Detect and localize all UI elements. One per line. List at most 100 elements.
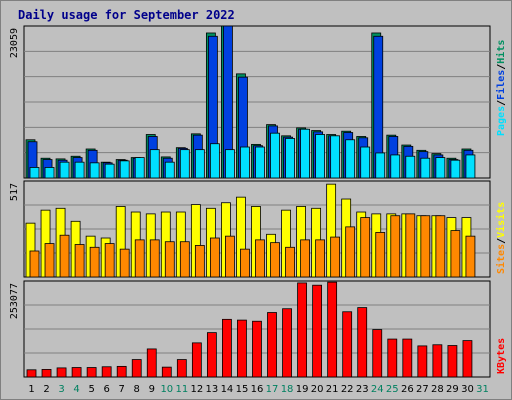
bar-pages [360,146,371,179]
legend-visits-sites: Sites/Visits [495,202,507,274]
bar-pages [285,138,295,179]
legend-kbytes: KBytes [496,338,507,374]
bar-pages [375,152,386,179]
bar-pages [134,157,145,179]
bar-pages [255,146,265,179]
day-label: 16 [251,384,264,395]
bar-sites [375,232,386,278]
legend-item: / [496,64,507,70]
legend-item: / [496,238,507,244]
bar-sites [435,215,446,278]
bar-kbytes [161,366,172,378]
bar-kbytes [447,345,458,378]
day-label: 3 [58,384,64,395]
bar-kbytes [327,281,338,378]
bar-kbytes [462,340,473,378]
day-label: 19 [296,384,309,395]
bar-pages [330,135,341,179]
bar-sites [74,244,85,278]
day-label: 1 [28,384,34,395]
legend-item: / [496,100,507,106]
bar-sites [255,239,265,278]
day-label: 22 [341,384,354,395]
bar-sites [225,235,235,278]
bar-sites [300,239,310,278]
day-label: 9 [149,384,155,395]
bar-sites [330,236,341,278]
bar-kbytes [282,308,292,378]
bar-pages [300,128,310,179]
bar-kbytes [432,344,443,378]
bar-sites [390,215,401,278]
bar-kbytes [252,320,262,378]
day-label: 4 [73,384,79,395]
day-label: 20 [311,384,324,395]
day-label: 5 [88,384,94,395]
bar-sites [360,217,371,278]
bar-kbytes [206,332,217,378]
chart-title: Daily usage for September 2022 [18,8,235,22]
legend-item: Pages [496,106,507,136]
bar-pages [119,160,130,179]
bar-sites [179,241,190,278]
day-label: 8 [134,384,140,395]
bar-sites [209,237,220,278]
bar-pages [164,161,175,179]
bar-kbytes [402,338,413,378]
bar-sites [119,248,130,278]
bar-kbytes [297,282,307,378]
day-label: 21 [326,384,339,395]
day-label: 6 [103,384,109,395]
day-label: 7 [119,384,125,395]
bar-pages [209,143,220,179]
legend-item: Visits [495,202,507,238]
bar-kbytes [146,348,157,378]
bar-sites [164,241,175,278]
bar-kbytes [222,318,232,378]
bar-kbytes [26,369,37,378]
bar-kbytes [312,284,323,378]
bar-pages [240,146,250,179]
bar-pages [74,161,85,179]
bar-sites [59,234,70,278]
bar-sites [405,213,416,278]
bar-sites [315,239,326,278]
bar-pages [104,163,115,179]
bar-pages [450,159,461,179]
bar-kbytes [101,366,112,378]
bar-sites [149,239,160,278]
day-label: 23 [356,384,369,395]
day-label: 17 [266,384,279,395]
day-label: 10 [160,384,173,395]
bar-pages [270,132,280,179]
bar-kbytes [191,342,202,378]
bar-kbytes [417,345,428,378]
bar-kbytes [372,329,383,378]
y-max-label-kbytes: 253077 [9,283,20,319]
bar-pages [44,167,55,179]
bar-sites [345,226,356,278]
bar-kbytes [267,312,277,378]
bar-sites [44,243,55,278]
bar-pages [390,154,401,179]
bar-kbytes [357,307,368,378]
bar-kbytes [342,311,353,378]
bar-pages [149,149,160,179]
bar-kbytes [116,365,127,378]
day-label: 11 [175,384,188,395]
day-label: 31 [476,384,489,395]
bar-sites [29,250,40,278]
legend-item: KBytes [496,338,507,374]
bar-pages [194,149,205,179]
bar-pages [315,134,326,179]
legend-item: Sites [495,244,507,274]
day-label: 25 [386,384,399,395]
bar-pages [89,162,100,179]
bar-kbytes [86,367,97,378]
bar-kbytes [237,319,247,378]
day-label: 30 [461,384,474,395]
bar-pages [29,167,40,179]
legend-item: Files [495,70,507,100]
bar-sites [134,239,145,278]
bar-sites [270,242,280,278]
